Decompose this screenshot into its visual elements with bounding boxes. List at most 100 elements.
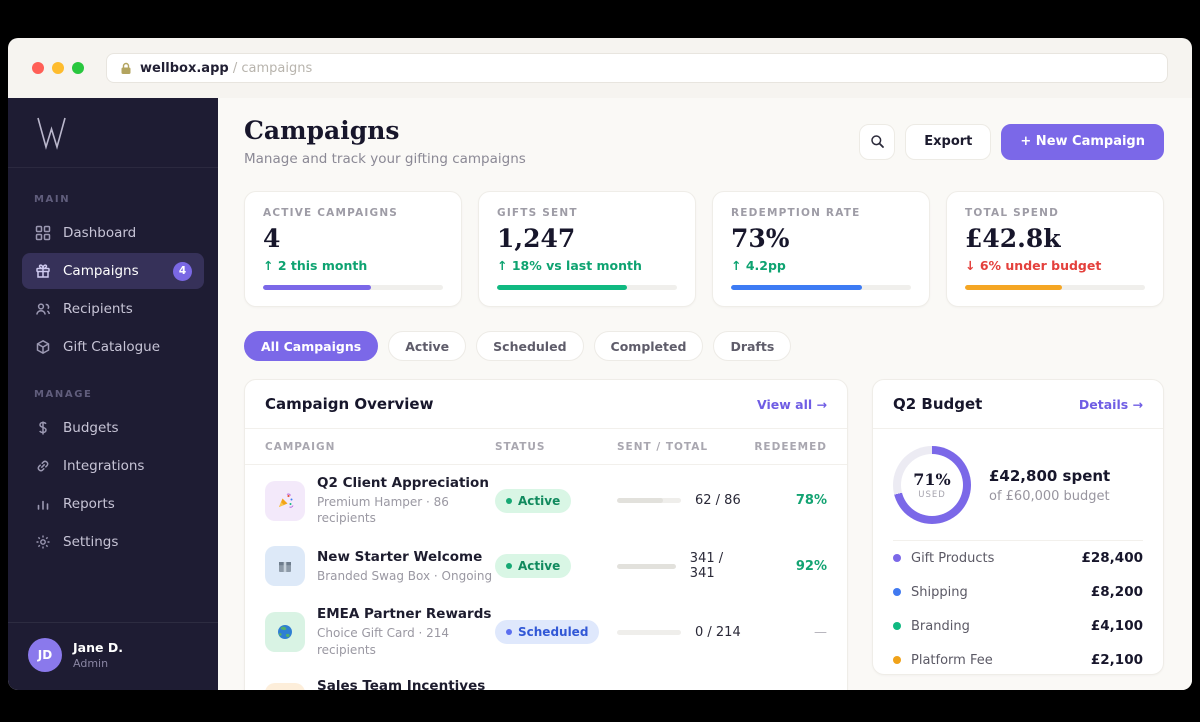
sidebar-item-budgets[interactable]: Budgets — [22, 410, 204, 446]
campaign-name: EMEA Partner Rewards — [317, 606, 492, 623]
redeemed-value: — — [814, 624, 827, 640]
stat-value: 73% — [731, 224, 790, 253]
legend-label: Gift Products — [911, 550, 995, 566]
sent-total-value: 62 / 86 — [695, 493, 741, 509]
campaigns-count-badge: 4 — [173, 261, 192, 281]
sidebar-item-settings[interactable]: Settings — [22, 524, 204, 560]
stat-label: GIFTS SENT — [497, 207, 578, 219]
filter-scheduled[interactable]: Scheduled — [476, 331, 584, 361]
budget-total: of £60,000 budget — [989, 488, 1110, 504]
link-icon — [34, 458, 51, 474]
user-profile[interactable]: JD Jane D. Admin — [8, 622, 218, 690]
stat-delta: ↑ 4.2pp — [731, 258, 786, 273]
sidebar: MAIN Dashboard Campaigns 4 Recipients G — [8, 98, 218, 690]
campaign-name: Q2 Client Appreciation — [317, 475, 489, 491]
budget-donut-chart: 71% USED — [893, 446, 971, 524]
avatar: JD — [28, 638, 62, 672]
main-content: Campaigns Manage and track your gifting … — [218, 98, 1192, 690]
campaign-name: New Starter Welcome — [317, 548, 483, 565]
search-icon — [871, 135, 884, 148]
dashboard-grid-icon — [34, 225, 51, 241]
campaign-overview-title: Campaign Overview — [265, 395, 434, 413]
cube-icon — [34, 339, 51, 355]
column-sent-total: SENT / TOTAL — [617, 440, 709, 453]
new-campaign-button[interactable]: + New Campaign — [1001, 123, 1164, 160]
stat-delta: ↑ 18% vs last month — [497, 258, 642, 273]
budget-item-gift-products: Gift Products £28,400 — [893, 541, 1143, 575]
filter-active[interactable]: Active — [388, 331, 467, 361]
sidebar-item-recipients[interactable]: Recipients — [22, 291, 204, 327]
sidebar-item-label: Integrations — [63, 458, 145, 474]
url-bar[interactable]: wellbox.app / campaigns — [106, 53, 1168, 83]
table-header: CAMPAIGN STATUS SENT / TOTAL REDEEMED — [245, 429, 847, 465]
column-status: STATUS — [495, 440, 546, 453]
campaign-subtitle: Choice Gift Card · 214 recipients — [317, 626, 450, 657]
sidebar-item-reports[interactable]: Reports — [22, 486, 204, 522]
sidebar-item-campaigns[interactable]: Campaigns 4 — [22, 253, 204, 289]
bar-chart-icon — [34, 496, 51, 512]
campaign-overview-panel: Campaign Overview View all → CAMPAIGN ST… — [244, 379, 848, 690]
legend-dot — [893, 588, 901, 596]
budget-details-link[interactable]: Details → — [1078, 396, 1143, 412]
browser-window: wellbox.app / campaigns MAIN Dashboard C… — [8, 38, 1192, 690]
search-button[interactable] — [859, 123, 896, 160]
sidebar-item-label: Dashboard — [63, 225, 137, 241]
campaign-subtitle: Branded Swag Box · Ongoing — [317, 568, 493, 583]
legend-dot — [893, 554, 901, 562]
sidebar-item-integrations[interactable]: Integrations — [22, 448, 204, 484]
sidebar-item-label: Budgets — [63, 420, 119, 436]
minimize-window-button[interactable] — [52, 62, 64, 74]
legend-amount: £4,100 — [1090, 618, 1143, 634]
sidebar-item-label: Recipients — [63, 301, 133, 317]
budget-used-caption: USED — [918, 490, 946, 500]
stat-delta: ↓ 6% under budget — [965, 258, 1102, 273]
filter-drafts[interactable]: Drafts — [713, 331, 792, 361]
zoom-window-button[interactable] — [72, 62, 84, 74]
globe-icon — [265, 612, 305, 653]
campaign-subtitle: Premium Hamper · 86 recipients — [317, 495, 449, 526]
stat-progress — [731, 285, 911, 290]
campaign-filters: All Campaigns Active Scheduled Completed… — [244, 331, 1164, 361]
redeemed-value: 78% — [795, 493, 827, 509]
sent-progress — [617, 498, 681, 504]
url-path: / campaigns — [232, 60, 313, 76]
budget-item-shipping: Shipping £8,200 — [893, 575, 1143, 609]
party-popper-icon — [265, 480, 305, 521]
legend-label: Branding — [911, 618, 970, 634]
sent-progress — [617, 629, 681, 635]
table-row[interactable]: Q2 Client Appreciation Premium Hamper · … — [245, 465, 847, 536]
sidebar-item-dashboard[interactable]: Dashboard — [22, 215, 204, 251]
legend-dot — [893, 622, 901, 630]
close-window-button[interactable] — [32, 62, 44, 74]
q2-budget-panel: Q2 Budget Details → 71% USED — [872, 379, 1164, 675]
table-row[interactable]: EMEA Partner Rewards Choice Gift Card · … — [245, 596, 847, 667]
table-row[interactable]: New Starter Welcome Branded Swag Box · O… — [245, 536, 847, 596]
view-all-link[interactable]: View all → — [757, 396, 827, 412]
sidebar-item-gift-catalogue[interactable]: Gift Catalogue — [22, 329, 204, 365]
filter-completed[interactable]: Completed — [593, 331, 704, 361]
campaign-name: Sales Team Incentives — [317, 677, 486, 690]
sidebar-item-label: Campaigns — [63, 263, 139, 279]
stat-cards: ACTIVE CAMPAIGNS 4 ↑ 2 this month GIFTS … — [244, 191, 1164, 307]
legend-label: Platform Fee — [911, 652, 993, 668]
logo[interactable] — [8, 98, 218, 168]
stat-card-active-campaigns: ACTIVE CAMPAIGNS 4 ↑ 2 this month — [244, 191, 462, 307]
column-redeemed: REDEEMED — [754, 440, 827, 453]
window-controls — [32, 62, 84, 74]
export-button[interactable]: Export — [905, 123, 992, 160]
stat-value: 4 — [263, 224, 281, 253]
stat-label: TOTAL SPEND — [965, 207, 1060, 219]
package-icon — [265, 546, 305, 587]
filter-all-campaigns[interactable]: All Campaigns — [244, 331, 379, 361]
status-badge: Active — [495, 488, 572, 513]
lock-icon — [120, 62, 132, 75]
stat-value: £42.8k — [965, 224, 1061, 253]
legend-amount: £8,200 — [1090, 584, 1143, 600]
table-row[interactable]: Sales Team Incentives Experience Voucher… — [245, 668, 847, 690]
stat-value: 1,247 — [497, 224, 576, 253]
url-domain: wellbox.app — [140, 60, 229, 76]
stat-label: ACTIVE CAMPAIGNS — [263, 207, 399, 219]
legend-dot — [893, 656, 901, 664]
user-name: Jane D. — [73, 640, 123, 655]
legend-label: Shipping — [911, 584, 968, 600]
